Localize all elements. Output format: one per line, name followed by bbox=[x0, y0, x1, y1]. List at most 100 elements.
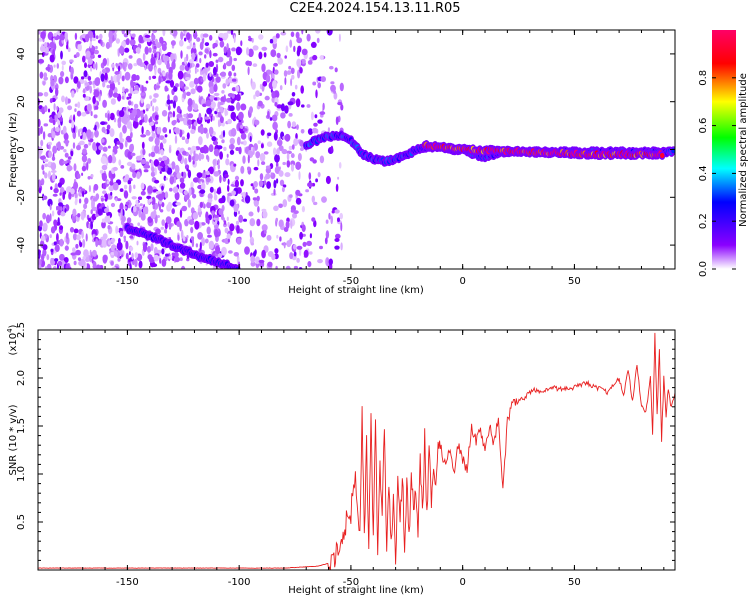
noise-speckle bbox=[205, 216, 208, 224]
noise-speckle bbox=[54, 115, 58, 123]
noise-speckle bbox=[110, 237, 116, 243]
noise-speckle bbox=[217, 111, 221, 115]
noise-speckle bbox=[306, 33, 311, 42]
noise-speckle bbox=[192, 193, 197, 199]
noise-speckle bbox=[280, 103, 285, 112]
noise-speckle bbox=[61, 64, 64, 71]
noise-speckle bbox=[154, 144, 160, 154]
noise-speckle bbox=[116, 140, 121, 145]
noise-speckle bbox=[134, 258, 138, 268]
colorbar-tick-label: 0.6 bbox=[698, 118, 709, 134]
noise-speckle bbox=[137, 222, 141, 226]
noise-speckle bbox=[81, 172, 84, 176]
noise-speckle bbox=[48, 64, 54, 73]
noise-speckle bbox=[94, 129, 99, 138]
noise-speckle bbox=[90, 110, 93, 117]
noise-speckle bbox=[187, 199, 191, 208]
noise-speckle bbox=[331, 210, 335, 214]
noise-speckle bbox=[43, 158, 49, 163]
noise-speckle bbox=[321, 196, 327, 203]
noise-speckle bbox=[253, 166, 259, 171]
noise-speckle bbox=[181, 136, 186, 140]
noise-speckle bbox=[267, 261, 273, 268]
noise-speckle bbox=[219, 101, 224, 106]
noise-speckle bbox=[62, 125, 67, 134]
noise-speckle bbox=[297, 153, 302, 161]
noise-speckle bbox=[171, 161, 176, 170]
noise-speckle bbox=[89, 80, 92, 86]
noise-speckle bbox=[187, 113, 194, 119]
noise-speckle bbox=[303, 249, 309, 258]
noise-speckle bbox=[193, 103, 199, 111]
noise-speckle bbox=[82, 148, 87, 155]
noise-speckle bbox=[40, 139, 44, 147]
noise-speckle bbox=[219, 116, 224, 124]
noise-speckle bbox=[101, 164, 108, 171]
noise-speckle bbox=[174, 135, 178, 144]
noise-speckle bbox=[308, 172, 312, 180]
noise-speckle bbox=[65, 263, 69, 269]
noise-speckle bbox=[58, 202, 63, 207]
noise-speckle bbox=[217, 163, 220, 170]
noise-speckle bbox=[183, 30, 186, 34]
noise-speckle bbox=[269, 38, 274, 44]
noise-speckle bbox=[179, 39, 184, 47]
noise-speckle bbox=[292, 212, 297, 219]
noise-speckle bbox=[121, 95, 125, 100]
noise-speckle bbox=[38, 127, 41, 136]
noise-speckle bbox=[202, 33, 209, 38]
noise-speckle bbox=[40, 235, 46, 242]
noise-speckle bbox=[110, 75, 113, 83]
noise-speckle bbox=[163, 75, 166, 81]
noise-speckle bbox=[78, 198, 82, 204]
noise-speckle bbox=[225, 97, 232, 103]
noise-speckle bbox=[317, 119, 323, 124]
noise-speckle bbox=[133, 205, 137, 213]
noise-speckle bbox=[278, 136, 281, 142]
noise-speckle bbox=[102, 146, 108, 152]
noise-speckle bbox=[195, 243, 199, 248]
noise-speckle bbox=[101, 238, 108, 248]
noise-speckle bbox=[130, 38, 134, 47]
colorbar-tick-label: 0.4 bbox=[698, 165, 709, 181]
noise-speckle bbox=[209, 186, 214, 193]
noise-speckle bbox=[212, 52, 218, 57]
noise-speckle bbox=[43, 123, 49, 127]
noise-speckle bbox=[157, 58, 162, 66]
noise-speckle bbox=[40, 155, 46, 160]
noise-speckle bbox=[152, 30, 158, 34]
noise-speckle bbox=[179, 257, 183, 262]
noise-speckle bbox=[263, 230, 267, 234]
noise-speckle bbox=[309, 157, 315, 162]
noise-speckle bbox=[77, 213, 81, 218]
noise-speckle bbox=[330, 84, 336, 92]
noise-speckle bbox=[238, 214, 244, 223]
noise-speckle bbox=[122, 124, 127, 134]
noise-speckle bbox=[144, 46, 149, 55]
noise-speckle bbox=[291, 74, 295, 80]
noise-speckle bbox=[276, 139, 283, 147]
noise-speckle bbox=[276, 148, 280, 156]
noise-speckle bbox=[159, 257, 162, 264]
noise-speckle bbox=[38, 30, 41, 35]
noise-speckle bbox=[73, 163, 77, 172]
noise-speckle bbox=[252, 146, 255, 156]
noise-speckle bbox=[42, 212, 47, 220]
noise-speckle bbox=[129, 126, 133, 133]
noise-speckle bbox=[306, 104, 311, 108]
noise-speckle bbox=[98, 145, 103, 151]
noise-speckle bbox=[83, 70, 88, 78]
noise-speckle bbox=[105, 158, 108, 167]
noise-speckle bbox=[140, 212, 146, 221]
noise-speckle bbox=[227, 93, 234, 97]
noise-speckle bbox=[126, 161, 133, 167]
noise-speckle bbox=[121, 215, 126, 223]
colorbar-tick-label: 0.8 bbox=[698, 70, 709, 86]
noise-speckle bbox=[195, 63, 200, 68]
noise-speckle bbox=[176, 172, 182, 180]
noise-speckle bbox=[91, 258, 94, 264]
noise-speckle bbox=[325, 230, 330, 239]
noise-speckle bbox=[173, 251, 179, 259]
noise-speckle bbox=[213, 171, 220, 177]
noise-speckle bbox=[252, 63, 258, 67]
